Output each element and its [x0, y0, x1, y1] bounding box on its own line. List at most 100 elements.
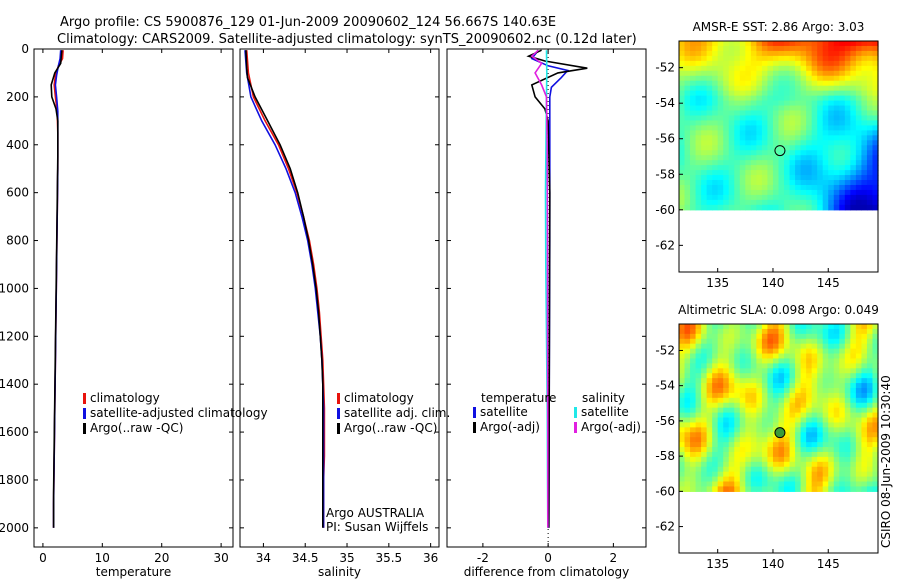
- heatmap-cell: [756, 175, 763, 181]
- heatmap-cell: [772, 175, 780, 181]
- heatmap-cell: [728, 451, 735, 458]
- heatmap-cell: [739, 75, 746, 82]
- heatmap-cell: [761, 175, 769, 181]
- heatmap-cell: [828, 85, 835, 92]
- heatmap-cell: [855, 407, 863, 414]
- heatmap-cell: [866, 383, 874, 389]
- heatmap-cell: [728, 476, 735, 483]
- heatmap-cell: [723, 130, 730, 136]
- heatmap-cell: [828, 100, 835, 107]
- heatmap-cell: [750, 80, 757, 87]
- heatmap-cell: [817, 432, 824, 438]
- heatmap-cell: [811, 184, 818, 191]
- heatmap-cell: [817, 135, 824, 141]
- heatmap-cell: [817, 120, 824, 126]
- heatmap-cell: [789, 95, 796, 102]
- heatmap-cell: [795, 125, 802, 131]
- heatmap-cell: [784, 387, 791, 394]
- heatmap-cell: [828, 189, 835, 196]
- heatmap-cell: [734, 120, 741, 126]
- heatmap-cell: [844, 204, 851, 211]
- heatmap-cell: [739, 417, 746, 424]
- heatmap-cell: [701, 150, 708, 156]
- heatmap-cell: [695, 412, 702, 419]
- heatmap-cell: [866, 392, 874, 399]
- heatmap-cell: [728, 387, 735, 394]
- heatmap-cell: [679, 155, 686, 161]
- heatmap-cell: [817, 184, 824, 191]
- heatmap-cell: [828, 328, 835, 335]
- heatmap-cell: [745, 155, 752, 161]
- heatmap-cell: [712, 397, 719, 404]
- heatmap-cell: [684, 422, 691, 428]
- heatmap-cell: [795, 427, 802, 433]
- heatmap-cell: [684, 368, 691, 374]
- heatmap-cell: [861, 160, 868, 166]
- heatmap-cell: [684, 456, 691, 463]
- heatmap-cell: [855, 180, 863, 186]
- heatmap-cell: [728, 461, 735, 468]
- heatmap-cell: [778, 324, 785, 330]
- heatmap-cell: [778, 50, 785, 57]
- heatmap-cell: [706, 383, 713, 389]
- heatmap-cell: [745, 150, 752, 156]
- heatmap-cell: [684, 481, 691, 488]
- heatmap-cell: [723, 95, 730, 102]
- heatmap-cell: [861, 432, 868, 438]
- heatmap-cell: [784, 338, 791, 345]
- heatmap-cell: [761, 150, 769, 156]
- heatmap-cell: [690, 328, 697, 335]
- heatmap-cell: [695, 338, 702, 345]
- heatmap-cell: [844, 160, 851, 166]
- heatmap-cell: [723, 170, 730, 176]
- heatmap-cell: [712, 165, 719, 171]
- heatmap-cell: [839, 204, 846, 211]
- heatmap-cell: [734, 437, 741, 443]
- heatmap-cell: [728, 140, 735, 146]
- heatmap-cell: [784, 324, 791, 330]
- heatmap-cell: [811, 432, 818, 438]
- heatmap-cell: [712, 324, 719, 330]
- heatmap-cell: [723, 383, 730, 389]
- heatmap-cell: [745, 65, 752, 72]
- heatmap-cell: [861, 180, 868, 186]
- heatmap-cell: [739, 451, 746, 458]
- heatmap-cell: [855, 105, 863, 112]
- heatmap-cell: [811, 402, 818, 409]
- heatmap-cell: [833, 481, 840, 488]
- heatmap-cell: [761, 80, 769, 87]
- heatmap-cell: [855, 145, 863, 151]
- heatmap-cell: [784, 194, 791, 201]
- heatmap-cell: [734, 189, 741, 196]
- heatmap-cell: [712, 100, 719, 107]
- heatmap-cell: [811, 486, 818, 492]
- heatmap-cell: [789, 333, 796, 340]
- heatmap-cell: [800, 353, 807, 360]
- heatmap-cell: [828, 175, 835, 181]
- heatmap-cell: [734, 378, 741, 384]
- heatmap-cell: [750, 130, 757, 136]
- heatmap-cell: [695, 120, 702, 126]
- heatmap-cell: [789, 461, 796, 468]
- legend-label: Argo(-adj): [581, 420, 641, 434]
- heatmap-cell: [861, 358, 868, 364]
- heatmap-cell: [866, 105, 874, 112]
- heatmap-cell: [861, 184, 868, 191]
- heatmap-cell: [784, 373, 791, 379]
- heatmap-cell: [706, 432, 713, 438]
- heatmap-cell: [844, 90, 851, 97]
- heatmap-cell: [695, 115, 702, 122]
- heatmap-cell: [772, 383, 780, 389]
- heatmap-cell: [756, 41, 763, 47]
- heatmap-cell: [844, 442, 851, 448]
- heatmap-cell: [861, 407, 868, 414]
- heatmap-cell: [712, 417, 719, 424]
- x-tick-label: 145: [817, 276, 840, 290]
- legend-label: Argo(..raw -QC): [90, 421, 183, 435]
- heatmap-cell: [861, 333, 868, 340]
- heatmap-cell: [795, 145, 802, 151]
- heatmap-cell: [767, 328, 774, 335]
- heatmap-cell: [844, 95, 851, 102]
- heatmap-cell: [695, 75, 702, 82]
- heatmap-cell: [855, 471, 863, 478]
